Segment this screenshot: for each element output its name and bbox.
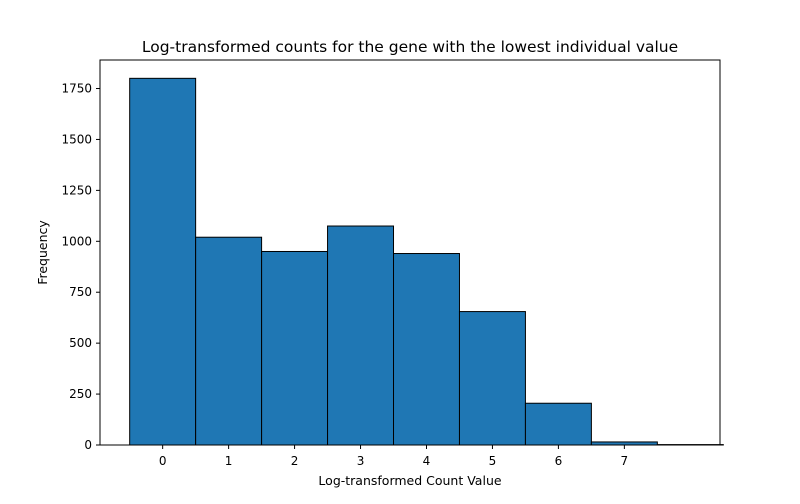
x-tick-label: 3 [357,454,365,468]
histogram-bar [262,251,328,445]
histogram-bar [328,226,394,445]
histogram-bar [394,254,460,445]
x-tick-label: 1 [225,454,233,468]
x-tick-label: 7 [621,454,629,468]
histogram-bar [525,403,591,445]
x-tick-label: 6 [555,454,563,468]
histogram-bar [130,78,196,445]
x-tick-label: 5 [489,454,497,468]
x-tick-label: 2 [291,454,299,468]
y-tick-label: 1750 [61,82,92,96]
x-tick-label: 0 [159,454,167,468]
histogram-bar [459,312,525,445]
x-tick-label: 4 [423,454,431,468]
y-tick-label: 500 [69,336,92,350]
y-tick-label: 750 [69,285,92,299]
chart-title: Log-transformed counts for the gene with… [142,38,678,56]
y-tick-label: 1500 [61,132,92,146]
y-tick-label: 250 [69,387,92,401]
y-tick-label: 1250 [61,183,92,197]
y-tick-label: 1000 [61,234,92,248]
x-axis-label: Log-transformed Count Value [318,473,501,488]
histogram-bar [196,237,262,445]
y-axis-label: Frequency [35,220,50,285]
y-tick-label: 0 [84,438,92,452]
